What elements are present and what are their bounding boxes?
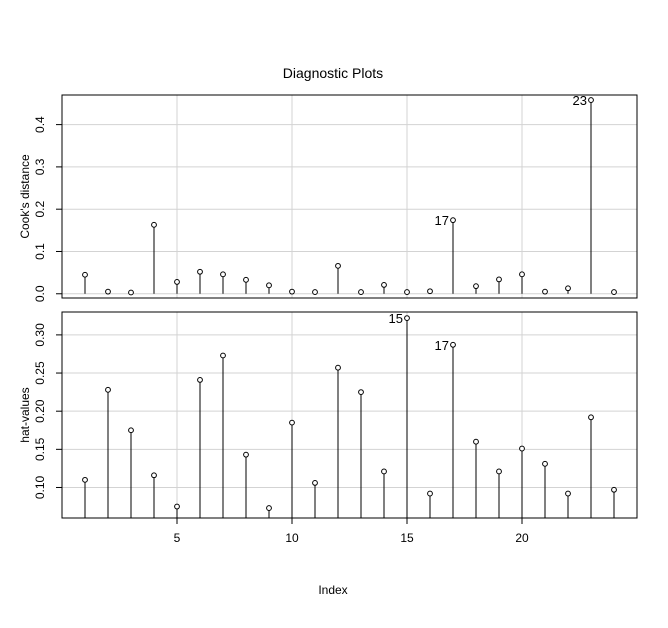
y-axis-label-hat-values: hat-values — [18, 387, 32, 442]
data-point — [404, 315, 410, 322]
data-point — [565, 490, 571, 497]
data-point — [174, 279, 180, 285]
x-tick-label: 20 — [515, 531, 529, 545]
data-point — [335, 262, 341, 269]
data-point — [128, 427, 134, 434]
data-point — [105, 386, 111, 393]
data-point — [266, 282, 272, 289]
data-point — [519, 271, 525, 278]
data-point — [289, 288, 295, 295]
data-point — [82, 271, 88, 278]
data-point — [243, 276, 249, 283]
data-point — [358, 289, 364, 295]
data-point — [450, 217, 456, 224]
data-point — [404, 289, 410, 295]
data-point — [197, 377, 203, 383]
data-point — [588, 97, 594, 103]
data-point — [496, 276, 502, 283]
hat-values-panel: 15 17 0.10 0.15 0.20 0.25 0.30 hat-values — [18, 311, 638, 519]
data-point — [220, 352, 226, 359]
data-point — [266, 505, 272, 511]
y-tick-label: 0.25 — [33, 361, 47, 385]
data-point — [473, 438, 479, 445]
data-point — [358, 389, 364, 396]
x-tick-label: 10 — [285, 531, 299, 545]
data-point — [289, 419, 295, 426]
data-point — [312, 289, 318, 295]
data-point — [381, 468, 387, 475]
data-point — [473, 283, 479, 290]
y-axis-label-cooks-distance: Cook's distance — [18, 154, 32, 239]
data-point — [588, 414, 594, 421]
y-tick-label: 0.30 — [33, 323, 47, 347]
data-point — [312, 480, 318, 486]
data-point — [427, 288, 433, 295]
data-point — [450, 341, 456, 348]
data-point — [151, 221, 157, 228]
chart-title: Diagnostic Plots — [283, 65, 383, 81]
data-point — [174, 503, 180, 510]
data-point — [381, 281, 387, 288]
y-tick-label: 0.20 — [33, 399, 47, 423]
y-tick-label: 0.4 — [33, 116, 47, 133]
y-tick-label: 0.2 — [33, 201, 47, 218]
data-point — [151, 472, 157, 479]
x-tick-label: 15 — [400, 531, 414, 545]
data-point — [427, 490, 433, 497]
y-tick-label: 0.10 — [33, 475, 47, 499]
data-point — [519, 445, 525, 452]
data-point — [243, 451, 249, 458]
x-axis-label: Index — [318, 583, 347, 597]
data-point — [542, 460, 548, 467]
y-tick-label: 0.15 — [33, 437, 47, 461]
data-point — [197, 268, 203, 275]
data-point — [220, 271, 226, 278]
data-point — [611, 289, 617, 295]
data-point — [128, 289, 134, 296]
data-point — [496, 468, 502, 475]
data-point — [542, 288, 548, 295]
point-label: 15 — [389, 311, 403, 326]
point-label: 23 — [573, 93, 587, 108]
y-tick-label: 0.1 — [33, 243, 47, 260]
y-tick-label: 0.0 — [33, 285, 47, 302]
x-tick-label: 5 — [174, 531, 181, 545]
data-point — [565, 285, 571, 292]
data-point — [611, 486, 617, 493]
data-point — [82, 476, 88, 483]
data-point — [105, 288, 111, 295]
data-point — [335, 364, 341, 371]
cooks-distance-panel: 17 23 0.0 0.1 0.2 0.3 0.4 Cook's distance — [18, 93, 638, 302]
x-axis: 5 10 15 20 — [174, 518, 529, 545]
point-label: 17 — [435, 213, 449, 228]
point-label: 17 — [435, 338, 449, 353]
y-tick-label: 0.3 — [33, 158, 47, 175]
